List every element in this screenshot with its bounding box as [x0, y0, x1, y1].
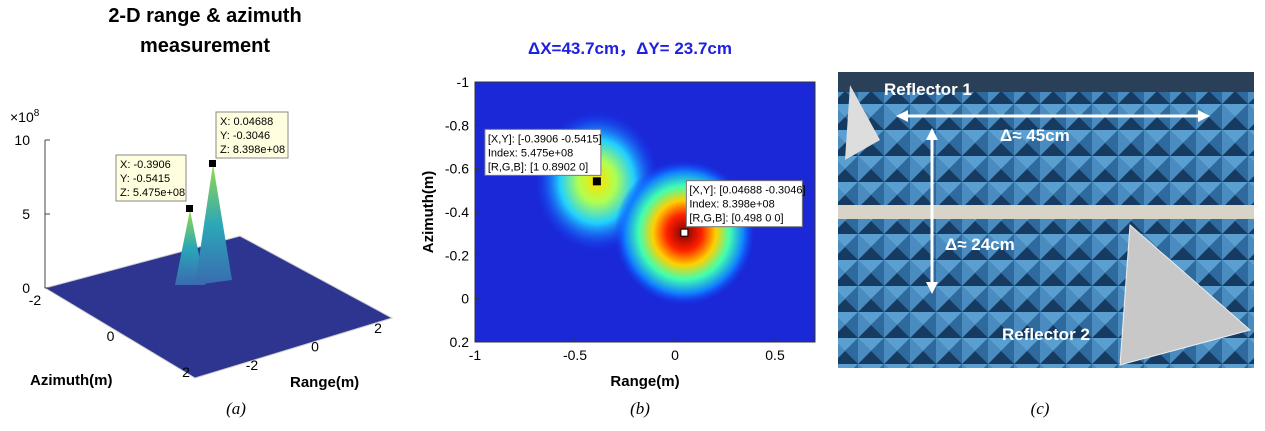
arrowhead — [926, 128, 938, 140]
y-tick-label: -1 — [457, 74, 470, 90]
title: measurement — [140, 35, 270, 57]
caption: (b) — [630, 399, 650, 418]
x-tick-label: -0.5 — [563, 347, 587, 363]
datatip-marker — [186, 205, 193, 212]
datatip-text: X: 0.04688 — [220, 116, 273, 128]
datatip-text: [R,G,B]: [1 0.8902 0] — [488, 161, 588, 173]
datatip-text: Y: -0.5415 — [120, 173, 170, 185]
range-tick-label: 0 — [311, 339, 319, 355]
datatip-text: [R,G,B]: [0.498 0 0] — [689, 213, 783, 225]
x-tick-label: -1 — [469, 347, 482, 363]
range-tick-label: -2 — [246, 357, 259, 373]
datatip — [685, 180, 803, 228]
x-tick-label: 0 — [671, 347, 679, 363]
panel-b: ΔX=43.7cm，ΔY= 23.7cm Range(m) Azimuth(m)… — [420, 39, 816, 418]
reflector — [845, 85, 880, 160]
datatip-text: [X,Y]: [0.04688 -0.3046] — [689, 185, 805, 197]
datatip — [115, 154, 187, 202]
azimuth-tick-label: 2 — [182, 364, 190, 380]
azimuth-tick-label: -2 — [29, 292, 42, 308]
datatip-text: Index: 5.475e+08 — [488, 147, 573, 159]
peak — [175, 210, 205, 285]
reflector — [1119, 223, 1252, 366]
y-tick-label: 0 — [461, 291, 469, 307]
z-tick-label: 10 — [14, 132, 30, 148]
photo-label: Reflector 1 — [884, 80, 972, 99]
datatip-marker — [680, 228, 689, 237]
datatip-marker — [209, 160, 216, 167]
datatip — [484, 128, 602, 176]
panel-c: Reflector 1 Δ≈ 45cm Δ≈ 24cm Reflector 2 … — [838, 72, 1254, 418]
photo-label: Δ≈ 45cm — [1000, 126, 1070, 145]
y-tick-label: -0.8 — [445, 117, 469, 133]
datatip-text: Y: -0.3046 — [220, 130, 270, 142]
datatip-marker — [592, 177, 601, 186]
y-tick-label: 0.2 — [450, 334, 470, 350]
peak — [195, 164, 232, 285]
tape-measure — [838, 205, 1254, 219]
y-tick-label: -0.2 — [445, 247, 469, 263]
z-scale: ×108 — [10, 108, 40, 125]
axis-label: Range(m) — [290, 374, 359, 391]
y-tick-label: -0.6 — [445, 161, 469, 177]
axis-label: Azimuth(m) — [30, 372, 113, 389]
datatip-text: [X,Y]: [-0.3906 -0.5415] — [488, 133, 602, 145]
photo-label: Reflector 2 — [1002, 325, 1090, 344]
datatip-text: X: -0.3906 — [120, 159, 171, 171]
range-tick-label: 2 — [374, 320, 382, 336]
azimuth-tick-label: 0 — [107, 328, 115, 344]
z-tick-label: 5 — [22, 206, 30, 222]
x-tick-label: 0.5 — [765, 347, 785, 363]
photo-edge — [838, 72, 1254, 92]
datatip-text: Z: 8.398e+08 — [220, 144, 285, 156]
arrowhead — [896, 110, 908, 122]
title: ΔX=43.7cm，ΔY= 23.7cm — [528, 39, 732, 58]
arrowhead — [1198, 110, 1210, 122]
axis-label: Azimuth(m) — [420, 171, 437, 254]
z-tick-label: 0 — [22, 280, 30, 296]
title: 2-D range & azimuth — [108, 5, 301, 27]
y-tick-label: -0.4 — [445, 204, 469, 220]
caption: (c) — [1031, 399, 1050, 418]
axis-label: Range(m) — [610, 373, 679, 390]
datatip — [215, 111, 289, 159]
photo-label: Δ≈ 24cm — [945, 235, 1015, 254]
panel-a: 2-D range & azimuth measurement ×108 Azi… — [10, 5, 394, 418]
datatip-text: Z: 5.475e+08 — [120, 187, 185, 199]
surface-floor — [43, 235, 394, 379]
datatip-text: Index: 8.398e+08 — [689, 199, 774, 211]
arrowhead — [926, 282, 938, 294]
caption: (a) — [226, 399, 246, 418]
